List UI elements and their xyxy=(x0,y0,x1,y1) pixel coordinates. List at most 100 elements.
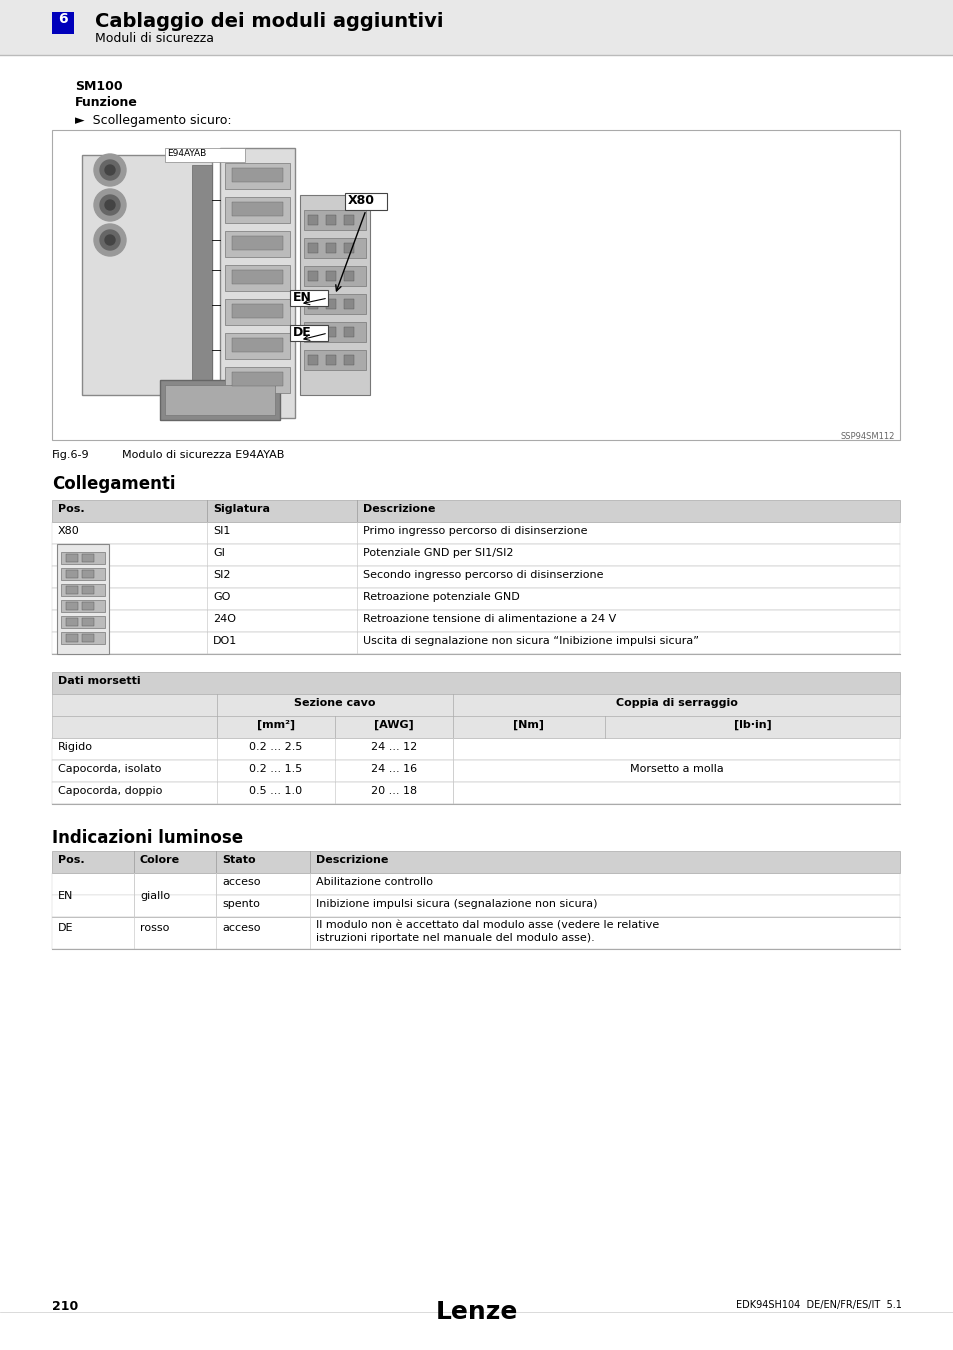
Bar xyxy=(232,202,283,216)
Circle shape xyxy=(105,165,115,176)
Bar xyxy=(61,616,105,628)
Bar xyxy=(308,327,317,338)
Bar xyxy=(61,552,105,564)
Bar xyxy=(66,554,78,562)
Bar xyxy=(61,632,105,644)
Circle shape xyxy=(105,235,115,244)
Bar xyxy=(61,599,105,612)
Bar xyxy=(52,12,74,34)
Circle shape xyxy=(94,224,126,256)
Text: GI: GI xyxy=(213,548,225,558)
Circle shape xyxy=(100,161,120,180)
Circle shape xyxy=(94,154,126,186)
Text: DE: DE xyxy=(293,325,312,339)
Bar xyxy=(160,379,280,420)
Text: Coppia di serraggio: Coppia di serraggio xyxy=(615,698,737,707)
Text: Descrizione: Descrizione xyxy=(315,855,388,865)
Bar xyxy=(232,270,283,284)
Bar xyxy=(326,215,335,225)
Bar xyxy=(290,325,328,342)
Bar xyxy=(304,294,366,315)
Text: rosso: rosso xyxy=(140,923,170,933)
Bar xyxy=(326,355,335,364)
Text: 20 ... 18: 20 ... 18 xyxy=(371,786,416,796)
Bar xyxy=(304,323,366,342)
Bar xyxy=(61,585,105,595)
Text: Modulo di sicurezza E94AYAB: Modulo di sicurezza E94AYAB xyxy=(122,450,284,460)
Bar xyxy=(326,327,335,338)
Text: ►  Scollegamento sicuro:: ► Scollegamento sicuro: xyxy=(75,113,232,127)
Text: Il modulo non è accettato dal modulo asse (vedere le relative: Il modulo non è accettato dal modulo ass… xyxy=(315,921,659,931)
Bar xyxy=(52,130,899,440)
Bar xyxy=(52,873,899,895)
Circle shape xyxy=(94,189,126,221)
Text: DO1: DO1 xyxy=(213,636,237,647)
Text: Capocorda, isolato: Capocorda, isolato xyxy=(58,764,161,774)
Bar xyxy=(326,271,335,281)
Bar xyxy=(52,716,899,738)
Bar xyxy=(308,215,317,225)
Text: EN: EN xyxy=(293,292,312,304)
Text: giallo: giallo xyxy=(140,891,170,900)
Text: 24O: 24O xyxy=(213,614,235,624)
Bar xyxy=(345,193,387,211)
Text: Descrizione: Descrizione xyxy=(363,504,435,514)
Bar xyxy=(52,566,899,589)
Text: Moduli di sicurezza: Moduli di sicurezza xyxy=(95,32,213,45)
Text: X80: X80 xyxy=(348,194,375,207)
Text: Abilitazione controllo: Abilitazione controllo xyxy=(315,878,433,887)
Bar xyxy=(225,333,290,359)
Text: EDK94SH104  DE/EN/FR/ES/IT  5.1: EDK94SH104 DE/EN/FR/ES/IT 5.1 xyxy=(736,1300,901,1310)
Text: [AWG]: [AWG] xyxy=(374,720,414,730)
Text: Retroazione potenziale GND: Retroazione potenziale GND xyxy=(363,593,519,602)
Bar xyxy=(52,589,899,610)
Bar xyxy=(225,367,290,393)
Bar xyxy=(82,618,94,626)
Text: Secondo ingresso percorso di disinserzione: Secondo ingresso percorso di disinserzio… xyxy=(363,570,603,580)
Text: Siglatura: Siglatura xyxy=(213,504,270,514)
Text: Uscita di segnalazione non sicura “Inibizione impulsi sicura”: Uscita di segnalazione non sicura “Inibi… xyxy=(363,636,699,647)
Text: Morsetto a molla: Morsetto a molla xyxy=(629,764,722,774)
Bar xyxy=(82,155,212,396)
Bar xyxy=(225,231,290,256)
Text: Retroazione tensione di alimentazione a 24 V: Retroazione tensione di alimentazione a … xyxy=(363,614,616,624)
Text: acceso: acceso xyxy=(222,923,260,933)
Bar xyxy=(304,238,366,258)
Text: [mm²]: [mm²] xyxy=(256,720,294,730)
Text: Potenziale GND per SI1/SI2: Potenziale GND per SI1/SI2 xyxy=(363,548,513,558)
Bar xyxy=(232,236,283,250)
Bar xyxy=(82,602,94,610)
Bar xyxy=(52,895,899,917)
Text: spento: spento xyxy=(222,899,259,909)
Text: Colore: Colore xyxy=(140,855,180,865)
Bar xyxy=(225,197,290,223)
Text: X80: X80 xyxy=(58,526,80,536)
Text: Funzione: Funzione xyxy=(75,96,138,109)
Bar xyxy=(52,760,899,782)
Circle shape xyxy=(105,200,115,211)
Text: 0.2 ... 2.5: 0.2 ... 2.5 xyxy=(249,743,302,752)
Bar xyxy=(326,298,335,309)
Bar xyxy=(232,304,283,319)
Bar xyxy=(52,694,899,716)
Bar xyxy=(0,0,953,55)
Text: Lenze: Lenze xyxy=(436,1300,517,1324)
Bar xyxy=(220,148,294,418)
Bar xyxy=(52,632,899,653)
Bar xyxy=(82,586,94,594)
Bar xyxy=(52,917,899,949)
Bar xyxy=(52,782,899,805)
Text: Indicazioni luminose: Indicazioni luminose xyxy=(52,829,243,846)
Text: 210: 210 xyxy=(52,1300,78,1314)
Bar xyxy=(232,373,283,386)
Bar xyxy=(165,148,245,162)
Bar xyxy=(52,672,899,694)
Bar xyxy=(308,243,317,252)
Text: Capocorda, doppio: Capocorda, doppio xyxy=(58,786,162,796)
Bar xyxy=(344,327,354,338)
Bar xyxy=(308,355,317,364)
Text: Fig.6-9: Fig.6-9 xyxy=(52,450,90,460)
Text: 0.5 ... 1.0: 0.5 ... 1.0 xyxy=(249,786,302,796)
Text: DE: DE xyxy=(58,923,73,933)
Text: acceso: acceso xyxy=(222,878,260,887)
